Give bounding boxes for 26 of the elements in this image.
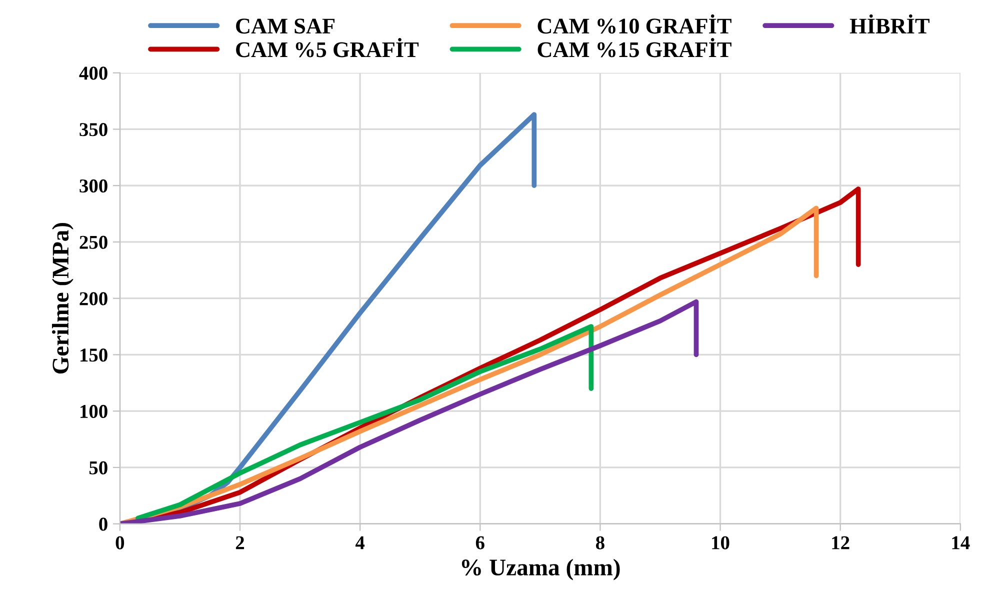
x-tick-label: 12 <box>832 536 850 550</box>
legend-label: HİBRİT <box>850 14 930 34</box>
legend-label: CAM %5 GRAFİT <box>236 38 419 58</box>
x-tick-label: 6 <box>476 536 484 550</box>
y-tick-label: 100 <box>80 404 108 418</box>
y-tick-label: 150 <box>80 348 108 362</box>
line-series <box>136 324 594 521</box>
legend-label: CAM SAF <box>236 18 335 34</box>
y-tick-label: 0 <box>99 518 108 531</box>
legend-label: CAM %15 GRAFİT <box>538 38 732 58</box>
y-tick-label: 300 <box>80 179 108 193</box>
x-tick-label: 10 <box>712 536 730 550</box>
legend-label: CAM %10 GRAFİT <box>538 14 732 34</box>
y-axis-title: Gerilme (MPa) <box>52 223 74 374</box>
x-axis-title: % Uzama (mm) <box>462 558 620 580</box>
y-tick-label: 400 <box>79 66 108 80</box>
x-tick-label: 14 <box>952 536 970 550</box>
x-tick-label: 4 <box>355 536 365 550</box>
y-tick-label: 200 <box>80 292 108 306</box>
x-tick-label: 0 <box>116 536 124 550</box>
line-series <box>120 299 699 524</box>
x-tick-label: 2 <box>236 536 244 550</box>
y-tick-label: 50 <box>89 461 108 474</box>
y-tick-label: 250 <box>80 236 108 249</box>
y-tick-label: 350 <box>80 123 108 136</box>
x-tick-label: 8 <box>596 536 604 550</box>
